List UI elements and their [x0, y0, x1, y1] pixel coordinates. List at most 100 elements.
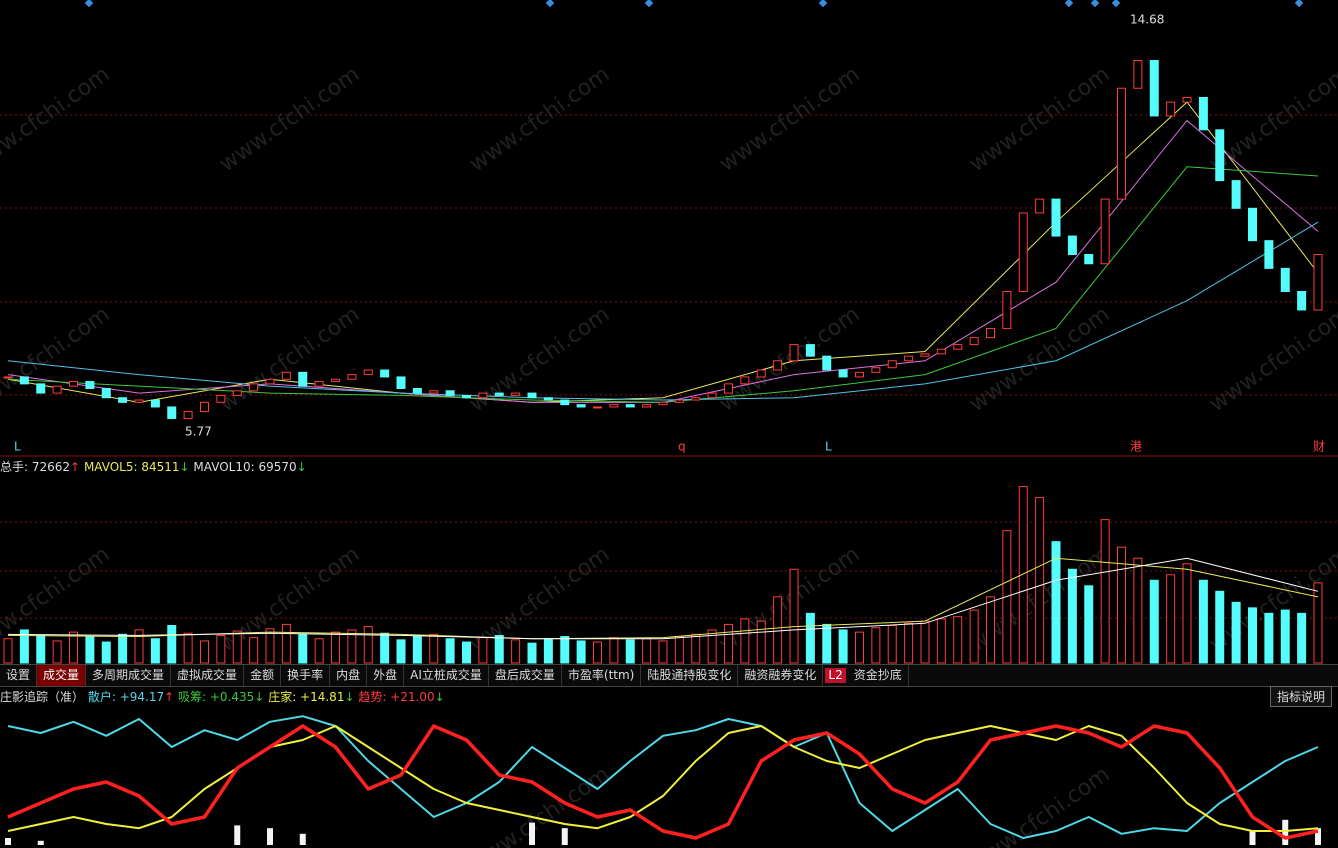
watermark: www.cfchi.com — [0, 62, 114, 177]
candle — [658, 401, 668, 406]
accumulate-bar — [1315, 828, 1321, 845]
tab[interactable]: 金额 — [244, 665, 282, 686]
candle — [347, 374, 357, 380]
volume-bar — [200, 640, 209, 664]
tab[interactable]: 陆股通持股变化 — [641, 665, 739, 686]
volume-bar — [1198, 579, 1208, 664]
accumulate-bar — [37, 840, 44, 845]
help-button[interactable]: 指标说明 — [1269, 686, 1332, 707]
indicator-header: 庄影追踪（准） 散户: +94.17↑ 吸筹: +0.435↓ 庄家: +14.… — [0, 688, 445, 705]
candle — [773, 360, 783, 371]
volume-bar — [150, 638, 160, 664]
candle — [69, 381, 78, 387]
volume-bar — [412, 636, 422, 664]
candle — [822, 355, 832, 371]
candle — [707, 392, 717, 399]
retail: 散户: +94.17 — [87, 690, 165, 704]
candle — [936, 348, 946, 355]
candle — [36, 383, 46, 394]
volume-bar — [904, 622, 914, 664]
arrow: ↓ — [296, 460, 307, 474]
volume-bar — [1133, 557, 1143, 664]
arrow: ↓ — [179, 460, 190, 474]
tab[interactable]: AI立桩成交量 — [404, 665, 489, 686]
volume-bar — [1248, 607, 1257, 664]
tab[interactable]: 成交量 — [37, 665, 87, 686]
accumulate-bar — [267, 828, 273, 845]
volume-bar — [183, 632, 193, 664]
candle — [412, 387, 422, 394]
watermark: www.cfchi.com — [1205, 62, 1338, 177]
candle — [1133, 60, 1143, 89]
accumulate-bar — [1249, 831, 1256, 845]
volume-bar — [52, 640, 62, 664]
candle — [281, 371, 291, 380]
candle — [200, 401, 209, 413]
candle — [1100, 198, 1110, 265]
volume-bar — [1035, 497, 1045, 664]
tab[interactable]: 换手率 — [281, 665, 331, 686]
accumulate-bar — [561, 828, 568, 845]
accumulate-bar — [1282, 819, 1289, 845]
candle — [1248, 207, 1257, 242]
watermark: www.cfchi.com — [465, 62, 614, 177]
marker — [545, 0, 555, 8]
watermark: www.cfchi.com — [965, 62, 1114, 177]
marker — [1294, 0, 1304, 8]
indicator-line — [7, 724, 1319, 840]
candle — [1215, 129, 1225, 182]
candle — [1313, 254, 1323, 311]
tab[interactable]: 融资融券变化 — [738, 665, 824, 686]
volume-bar — [232, 630, 242, 664]
volume-bar — [609, 637, 619, 664]
volume-bar — [1067, 568, 1077, 664]
candle — [756, 369, 766, 378]
tab[interactable]: 市盈率(ttm) — [562, 665, 642, 686]
volume-bar — [953, 616, 963, 664]
accumulate-bar — [529, 822, 535, 845]
watermark: www.cfchi.com — [1205, 302, 1338, 417]
candle — [527, 392, 537, 399]
watermark: www.cfchi.com — [215, 302, 364, 417]
indicator-line — [7, 715, 1319, 839]
tab[interactable]: L2 — [825, 668, 846, 683]
candle — [134, 399, 144, 403]
trend: 趋势: +21.00 — [358, 690, 435, 704]
volume-bar — [822, 623, 832, 664]
volume-bar — [1051, 541, 1061, 664]
indicator-title: 庄影追踪（准） — [0, 690, 85, 704]
tab[interactable]: 设置 — [0, 665, 38, 686]
tab[interactable]: 资金抄底 — [848, 665, 909, 686]
volume-bar — [265, 628, 275, 664]
tab[interactable]: 多周期成交量 — [86, 665, 172, 686]
event-marker: 港 — [1130, 440, 1142, 454]
volume-bar — [1100, 519, 1110, 664]
candle — [118, 397, 128, 403]
event-marker: q — [678, 440, 686, 454]
volume-bar — [69, 631, 78, 664]
candle — [1182, 96, 1192, 103]
event-marker: 财 — [1313, 440, 1325, 454]
arrow: ↓ — [434, 690, 445, 704]
tab[interactable]: 外盘 — [367, 665, 405, 686]
candle — [429, 390, 439, 394]
candle — [232, 390, 242, 396]
tab[interactable]: 虚拟成交量 — [171, 665, 245, 686]
tab[interactable]: 内盘 — [330, 665, 368, 686]
tab[interactable]: 盘后成交量 — [489, 665, 562, 686]
volume-bar — [773, 596, 783, 664]
volume-bar — [724, 623, 733, 664]
candle — [363, 369, 373, 376]
candle — [3, 376, 13, 379]
candle — [838, 369, 848, 378]
candle — [560, 399, 570, 406]
watermark: www.cfchi.com — [465, 762, 614, 848]
volume-bar — [920, 620, 930, 664]
volume-bar — [855, 631, 864, 664]
high-label: 14.68 — [1130, 13, 1164, 27]
volume-total: 总手: 72662 — [0, 460, 71, 474]
volume-bar — [19, 629, 29, 664]
arrow: ↑ — [70, 460, 81, 474]
volume-bar — [1166, 574, 1176, 664]
